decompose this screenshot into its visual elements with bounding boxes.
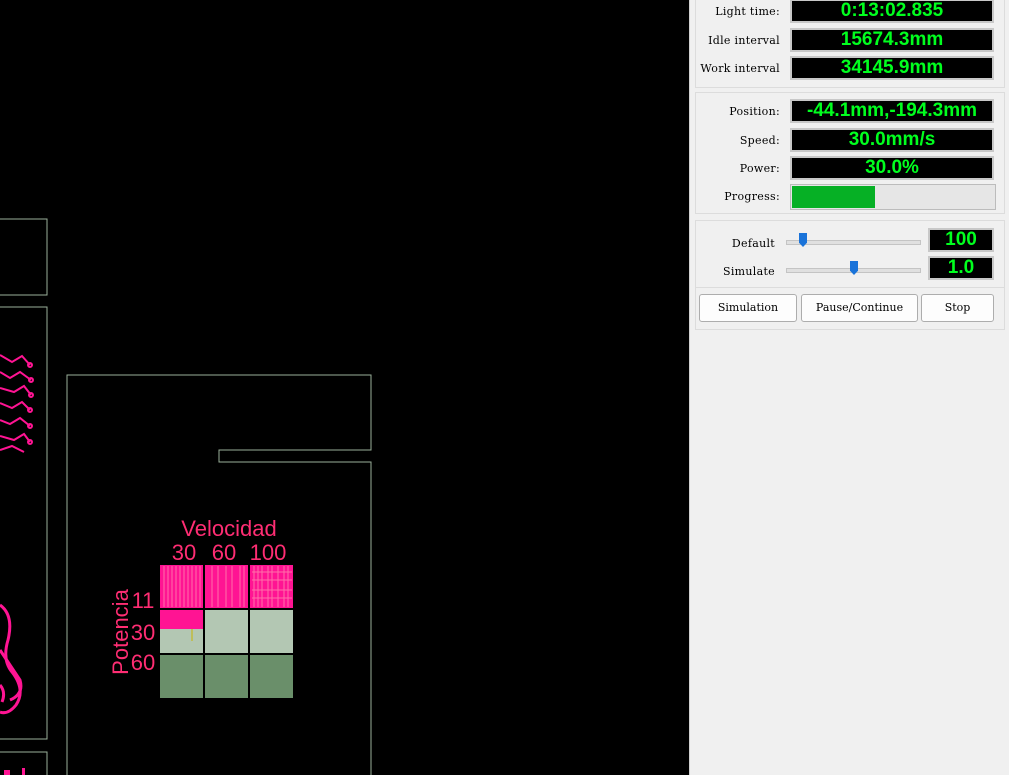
- light-time-value: 0:13:02.835: [790, 0, 994, 23]
- preview-canvas[interactable]: Velocidad 30 60 100 Potencia 11 30 60: [0, 0, 689, 775]
- default-value: 100: [928, 228, 994, 252]
- sliders-group: Default 100 Simulate 1.0: [695, 220, 1005, 288]
- simulate-slider[interactable]: [786, 259, 921, 279]
- progress-label: Progress:: [724, 190, 780, 203]
- position-label: Position:: [729, 105, 780, 118]
- default-row: Default 100: [696, 228, 1004, 257]
- speed-row: Speed: 30.0mm/s: [696, 128, 1004, 154]
- engraving-curve: [0, 603, 23, 715]
- speed-label-100: 100: [250, 540, 287, 565]
- preview-drawing: Velocidad 30 60 100 Potencia 11 30 60: [0, 218, 372, 775]
- grid-cell-r1-c1: [160, 565, 203, 608]
- default-label: Default: [731, 237, 775, 250]
- outline-shape: [66, 374, 372, 775]
- simulate-value: 1.0: [928, 256, 994, 280]
- idle-interval-value: 15674.3mm: [790, 28, 994, 52]
- grid-axis-label: Potencia: [108, 588, 133, 674]
- position-row: Position: -44.1mm,-194.3mm: [696, 99, 1004, 125]
- idle-interval-label: Idle interval: [708, 34, 780, 47]
- grid-title: Velocidad: [181, 516, 276, 541]
- simulation-button[interactable]: Simulation: [699, 294, 797, 322]
- times-group: Light time: 0:13:02.835 Idle interval 15…: [695, 0, 1005, 88]
- grid-cell-r2-c3: [250, 610, 293, 653]
- engraving-circuit: [0, 354, 34, 453]
- power-row: Power: 30.0%: [696, 156, 1004, 182]
- idle-interval-row: Idle interval 15674.3mm: [696, 28, 1004, 54]
- position-value: -44.1mm,-194.3mm: [790, 99, 994, 123]
- light-time-label: Light time:: [715, 5, 780, 18]
- default-slider-track: [786, 240, 921, 245]
- speed-label: Speed:: [739, 134, 780, 147]
- grid-cell-r2-c1-progress: [160, 610, 203, 629]
- power-value: 30.0%: [790, 156, 994, 180]
- speed-label-60: 60: [212, 540, 236, 565]
- progress-bar: [790, 184, 996, 210]
- engraving-glyphs: [4, 768, 25, 775]
- grid-cell-r3-c3: [250, 655, 293, 698]
- power-label-11: 11: [132, 588, 155, 613]
- pause-continue-button[interactable]: Pause/Continue: [801, 294, 918, 322]
- work-interval-label: Work interval: [700, 62, 780, 75]
- outline-box-2: [0, 306, 48, 740]
- outline-box-1: [0, 218, 48, 296]
- stop-button[interactable]: Stop: [921, 294, 994, 322]
- grid-cell-r3-c1: [160, 655, 203, 698]
- test-grid-cells: [160, 565, 293, 698]
- speed-label-30: 30: [172, 540, 196, 565]
- progress-row: Progress:: [696, 184, 1004, 210]
- grid-cell-r3-c2: [205, 655, 248, 698]
- right-panel: Light time: 0:13:02.835 Idle interval 15…: [689, 0, 1009, 775]
- progress-fill: [792, 186, 875, 208]
- simulate-slider-thumb[interactable]: [850, 261, 858, 275]
- default-slider[interactable]: [786, 231, 921, 251]
- speed-value: 30.0mm/s: [790, 128, 994, 152]
- simulate-label: Simulate: [723, 265, 775, 278]
- power-label-30: 30: [131, 620, 155, 645]
- work-interval-row: Work interval 34145.9mm: [696, 56, 1004, 82]
- power-label: Power:: [739, 162, 780, 175]
- light-time-row: Light time: 0:13:02.835: [696, 0, 1004, 25]
- default-slider-thumb[interactable]: [799, 233, 807, 247]
- simulate-row: Simulate 1.0: [696, 256, 1004, 285]
- status-group: Position: -44.1mm,-194.3mm Speed: 30.0mm…: [695, 92, 1005, 214]
- work-interval-value: 34145.9mm: [790, 56, 994, 80]
- outline-box-3: [0, 751, 48, 775]
- grid-cell-r2-c2: [205, 610, 248, 653]
- power-label-60: 60: [131, 650, 155, 675]
